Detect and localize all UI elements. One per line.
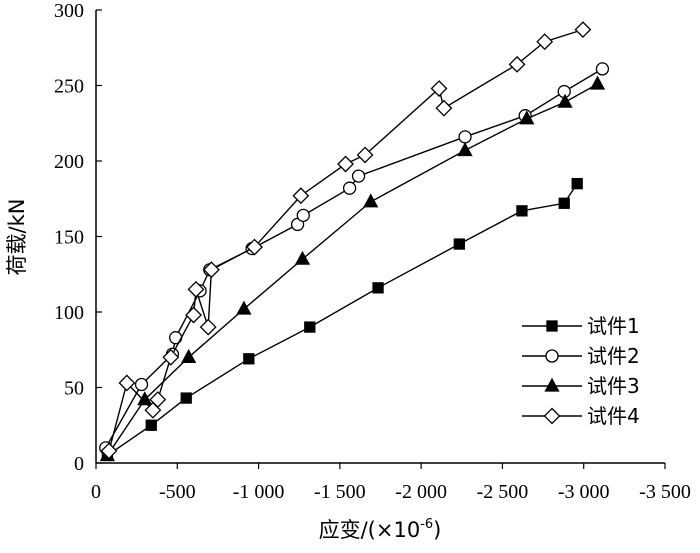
series-1-point — [145, 419, 157, 431]
x-axis-title-close: ) — [433, 518, 441, 542]
series-3-point — [457, 142, 473, 157]
series-2-point — [458, 130, 472, 144]
series-2-point — [595, 62, 610, 76]
series-4-point — [536, 33, 554, 51]
x-tick-label: -1 500 — [314, 481, 366, 503]
series-4-point — [149, 391, 167, 408]
legend: 试件1 试件2 试件3 试件4 — [522, 314, 640, 428]
series-3-point — [519, 110, 535, 125]
series-4-point — [508, 55, 526, 73]
legend-item-4: 试件4 — [522, 404, 640, 428]
series-3-point — [557, 93, 573, 108]
legend-label: 试件4 — [587, 404, 640, 428]
series-3-point — [236, 300, 252, 315]
x-tick-label: -3 000 — [558, 481, 610, 503]
series-4-point — [199, 318, 217, 336]
series-1-point — [180, 392, 192, 404]
series-1-point — [571, 177, 583, 190]
series-3-point — [181, 348, 197, 363]
series-1-point — [516, 205, 528, 217]
legend-item-3: 试件3 — [522, 374, 640, 398]
series-2-point — [342, 181, 357, 195]
y-tick-label: 300 — [54, 0, 84, 22]
series-3-point — [363, 193, 379, 208]
series-4-point — [203, 261, 220, 279]
series-4-point — [187, 280, 205, 298]
y-tick-label: 100 — [54, 302, 84, 324]
series-1-point — [372, 282, 384, 294]
legend-label: 试件2 — [587, 344, 640, 368]
y-axis-title: 荷载/kN — [5, 199, 29, 276]
x-tick-label: -2 000 — [395, 481, 447, 503]
series-3-point — [294, 250, 311, 265]
series-1-point — [453, 238, 465, 250]
y-tick-label: 50 — [64, 378, 84, 400]
legend-marker — [546, 320, 558, 332]
y-tick-label: 200 — [54, 151, 84, 173]
legend-item-2: 试件2 — [522, 344, 640, 368]
series-1-point — [304, 321, 316, 333]
x-tick-label: -3 500 — [639, 481, 691, 503]
x-axis-title-exponent: -6 — [420, 517, 433, 532]
plot-area — [99, 21, 610, 462]
x-tick-label: -500 — [159, 481, 196, 503]
x-tick-label: 0 — [91, 481, 101, 503]
series-1 — [101, 177, 583, 462]
x-tick-label: -2 500 — [477, 481, 529, 503]
series-4-point — [118, 374, 136, 392]
series-4-point — [100, 442, 118, 460]
series-4-point — [185, 306, 202, 324]
y-tick-label: 0 — [74, 453, 84, 475]
series-2-line — [105, 68, 603, 449]
y-ticks: 0 50 100 150 200 250 300 — [54, 0, 102, 475]
series-4-point — [246, 238, 263, 256]
x-axis: 0 -500 -1 000 -1 500 -2 000 -2 500 -3 000 -3 50… — [91, 462, 691, 503]
series-2-point — [134, 377, 149, 392]
series-4-point — [356, 146, 374, 164]
series-4-point — [435, 99, 453, 117]
series-1-line — [106, 183, 578, 457]
x-ticks: 0 -500 -1 000 -1 500 -2 000 -2 500 -3 000 -3 50… — [91, 463, 691, 503]
x-axis-title: 应变/(×10-6) — [319, 517, 442, 542]
series-4-point — [337, 155, 354, 173]
series-3-line — [106, 83, 598, 456]
series-4-line — [108, 28, 584, 452]
y-axis: 0 50 100 150 200 250 300 — [54, 0, 102, 475]
legend-label: 试件3 — [587, 374, 640, 398]
x-axis-title-main: 应变/(×10 — [319, 518, 421, 542]
y-tick-label: 250 — [54, 76, 84, 98]
series-2-point — [296, 208, 310, 223]
series-4-point — [292, 187, 310, 205]
legend-marker — [543, 407, 561, 425]
legend-item-1: 试件1 — [522, 314, 640, 338]
series-1-point — [243, 353, 255, 365]
series-4-point — [430, 80, 448, 97]
series-4 — [100, 21, 592, 460]
x-tick-label: -1 000 — [233, 481, 285, 503]
series-1-point — [558, 197, 570, 209]
series-4-point — [574, 21, 592, 39]
legend-marker — [545, 349, 559, 363]
series-2-point — [351, 169, 366, 183]
legend-marker — [544, 377, 560, 392]
y-tick-label: 150 — [54, 227, 84, 249]
series-3-point — [589, 75, 606, 90]
series-3 — [99, 75, 606, 462]
legend-label: 试件1 — [587, 314, 640, 338]
series-4-point — [162, 348, 180, 366]
